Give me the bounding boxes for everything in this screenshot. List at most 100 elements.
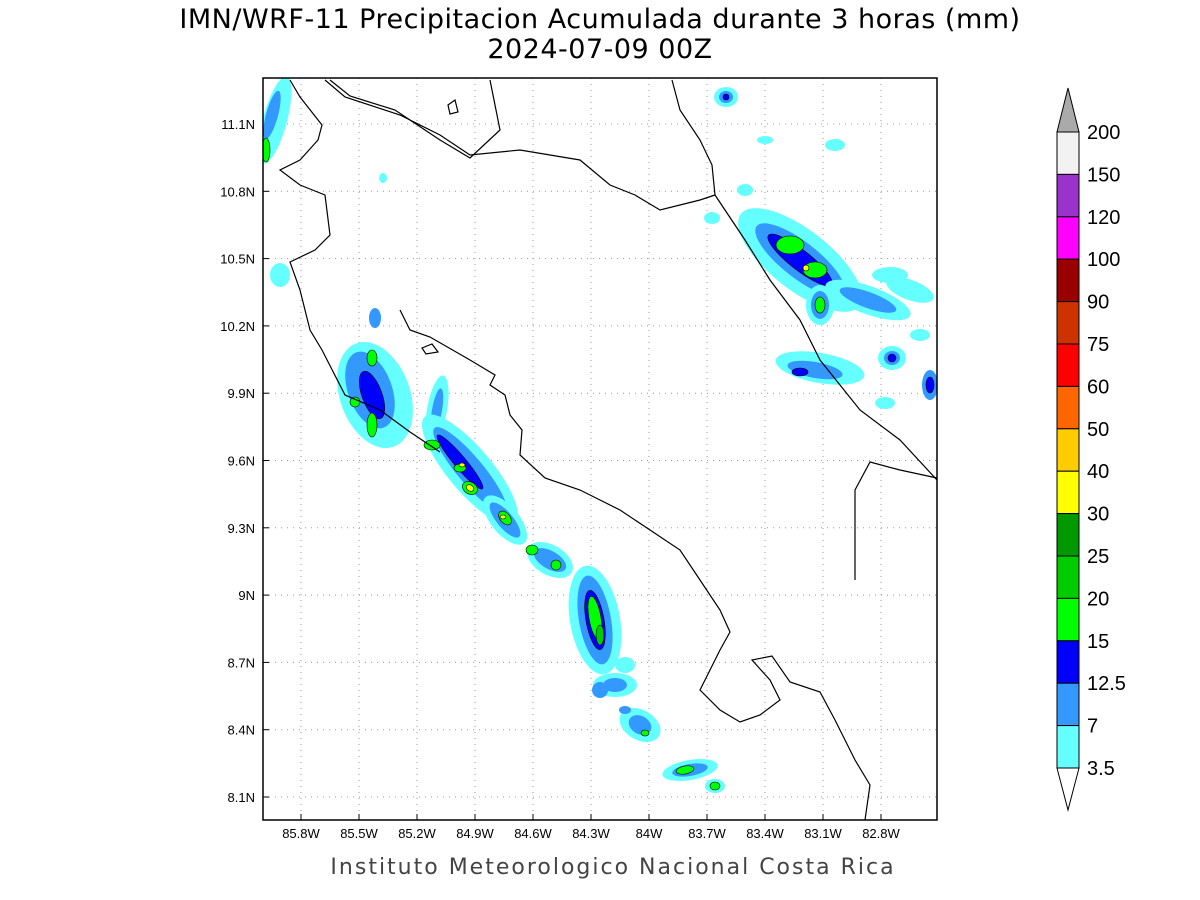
colorbar-swatch (1056, 682, 1080, 727)
precip-contour (737, 184, 753, 196)
precip-contour (349, 396, 361, 408)
colorbar-under-triangle (1056, 767, 1080, 812)
precip-contour (925, 376, 935, 394)
precip-contour (675, 765, 695, 775)
colorbar-swatch (1056, 725, 1080, 769)
colorbar-label: 120 (1087, 207, 1120, 229)
precip-contour (465, 484, 475, 492)
grid-lines (263, 78, 937, 820)
lon-tick-label: 84.9W (456, 826, 494, 841)
colorbar-swatch (1056, 131, 1080, 175)
precip-contour (458, 462, 466, 468)
colorbar-swatch (1056, 555, 1080, 599)
colorbar-label: 50 (1087, 419, 1109, 441)
precip-contour (358, 370, 386, 420)
precip-contour (366, 349, 378, 367)
nicaragua-border (324, 79, 716, 211)
precip-contour (499, 514, 507, 520)
lon-tick-label: 84.6W (514, 826, 552, 841)
colorbar-over-triangle (1056, 87, 1080, 133)
colorbar-label: 100 (1087, 249, 1120, 271)
precip-contour (814, 296, 826, 314)
lon-tick-label: 83.4W (746, 826, 784, 841)
precip-contour (722, 93, 730, 101)
precip-contour (263, 137, 271, 163)
island (421, 343, 440, 355)
lat-tick-label: 9N (238, 588, 255, 603)
lat-tick-label: 8.1N (228, 790, 255, 805)
precip-contour (704, 212, 720, 224)
precip-contour (423, 439, 441, 451)
colorbar-label: 150 (1087, 164, 1120, 186)
lat-tick-label: 10.2N (220, 319, 255, 334)
lon-tick-label: 85.5W (340, 826, 378, 841)
colorbar-label: 12.5 (1087, 673, 1126, 695)
precip-contour (603, 678, 627, 692)
credit-text: Instituto Meteorologico Nacional Costa R… (330, 855, 896, 880)
lat-tick-label: 11.1N (221, 117, 255, 132)
colorbar: 200 150 120 100 90 75 60 50 40 30 25 20 15 12.5 7 3.5 (1056, 87, 1126, 812)
colorbar-swatch (1056, 513, 1080, 557)
colorbar-swatch (1056, 597, 1080, 642)
precip-contour (366, 412, 378, 438)
precip-contour (825, 139, 845, 151)
precip-contour (270, 263, 290, 287)
lat-tick-label: 9.9N (228, 386, 255, 401)
lon-tick-label: 85.2W (398, 826, 436, 841)
precip-contour (802, 261, 828, 279)
lat-tick-label: 9.3N (228, 521, 255, 536)
panama-border (854, 461, 937, 580)
lat-tick-label: 8.7N (228, 655, 255, 670)
nicoya-gulf-coast (399, 309, 871, 820)
precip-contour (887, 353, 897, 363)
lake-nicaragua (329, 79, 501, 159)
colorbar-swatch (1056, 343, 1080, 387)
map-frame (262, 77, 938, 821)
colorbar-swatch (1056, 216, 1080, 260)
precip-contour (369, 308, 381, 328)
precip-contour (550, 559, 562, 571)
lat-tick-label: 10.8N (220, 184, 255, 199)
pacific-coast (278, 79, 441, 453)
colorbar-label: 3.5 (1087, 758, 1115, 780)
colorbar-label: 30 (1087, 504, 1109, 526)
lon-tick-label: 83.7W (688, 826, 726, 841)
lon-tick-label: 82.8W (862, 826, 900, 841)
lat-tick-label: 9.6N (228, 454, 255, 469)
lon-tick-label: 84.3W (572, 826, 610, 841)
precip-contour (875, 397, 895, 409)
lon-tick-label: 84W (636, 826, 663, 841)
precip-contour (640, 729, 650, 737)
lat-tick-label: 10.5N (220, 252, 255, 267)
precip-contour (839, 287, 897, 313)
precip-contour (886, 277, 934, 303)
precip-contour (595, 624, 605, 646)
colorbar-swatch (1056, 640, 1080, 684)
coastlines (278, 79, 937, 820)
colorbar-swatch (1056, 258, 1080, 303)
map-title: IMN/WRF-11 Precipitacion Acumulada duran… (179, 4, 1021, 35)
colorbar-label: 200 (1087, 122, 1120, 144)
precip-contour (872, 267, 908, 283)
precip-contour (757, 136, 773, 144)
lon-tick-label: 83.1W (804, 826, 842, 841)
precip-contour (775, 235, 805, 255)
lon-tick-labels: 85.8W 85.5W 85.2W 84.9W 84.6W 84.3W 84W 83.7W 83… (282, 826, 900, 841)
precip-contour (619, 706, 631, 714)
lat-tick-label: 8.4N (228, 723, 255, 738)
colorbar-label: 15 (1087, 631, 1109, 653)
precipitation-field (263, 78, 937, 793)
precip-contour (802, 264, 810, 272)
colorbar-label: 25 (1087, 546, 1109, 568)
island (447, 98, 459, 115)
colorbar-swatch (1056, 385, 1080, 430)
precip-contour (709, 781, 721, 791)
colorbar-label: 90 (1087, 292, 1109, 314)
colorbar-swatch (1056, 301, 1080, 345)
precip-contour (615, 657, 635, 673)
lat-tick-labels: 11.1N 10.8N 10.5N 10.2N 9.9N 9.6N 9.3N 9N 8.7N 8.… (220, 117, 255, 805)
caribbean-coast (671, 79, 937, 481)
map-subtitle: 2024-07-09 00Z (487, 34, 713, 65)
